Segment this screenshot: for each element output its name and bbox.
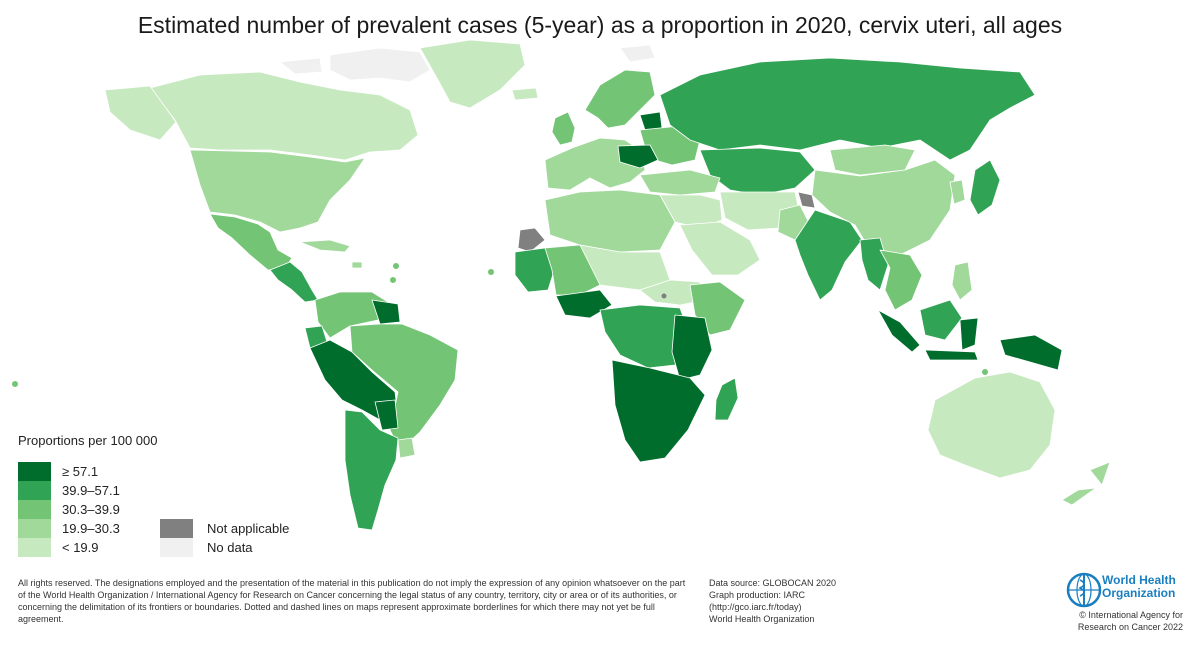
region-uk-ireland bbox=[551, 111, 576, 146]
legend-swatch-class-2 bbox=[18, 481, 51, 500]
island-marker bbox=[982, 369, 988, 375]
who-wordmark: World Health Organization bbox=[1102, 574, 1176, 600]
region-canada bbox=[149, 71, 419, 161]
island-marker bbox=[393, 263, 399, 269]
legend-label-class-4: 19.9–30.3 bbox=[62, 521, 120, 536]
legend-title: Proportions per 100 000 bbox=[18, 433, 158, 448]
legend-swatch-class-4 bbox=[18, 519, 51, 538]
region-svalbard bbox=[619, 44, 656, 63]
who-wordmark-line: Organization bbox=[1102, 586, 1176, 600]
copyright-block: © International Agency for Research on C… bbox=[1040, 609, 1183, 633]
region-paraguay bbox=[374, 399, 399, 431]
region-madagascar bbox=[714, 377, 739, 421]
source-organization-line: World Health Organization bbox=[709, 614, 815, 624]
region-central-asia bbox=[699, 147, 816, 196]
island-marker bbox=[488, 269, 494, 275]
region-arabia bbox=[679, 221, 761, 276]
region-brazil bbox=[349, 323, 459, 451]
region-philippines bbox=[951, 261, 973, 301]
region-indonesia bbox=[877, 309, 979, 361]
data-source-block: Data source: GLOBOCAN 2020 Graph product… bbox=[709, 577, 909, 625]
region-china bbox=[811, 159, 956, 256]
region-romania bbox=[617, 144, 659, 169]
region-central-america bbox=[269, 261, 319, 303]
legend: Proportions per 100 000 ≥ 57.1 39.9–57.1… bbox=[18, 433, 338, 563]
region-guianas bbox=[371, 299, 401, 325]
source-url-link[interactable]: (http://gco.iarc.fr/today) bbox=[709, 602, 802, 612]
legend-label-not-applicable: Not applicable bbox=[207, 521, 290, 536]
legend-swatch-class-3 bbox=[18, 500, 51, 519]
region-east-africa bbox=[671, 314, 713, 381]
region-alaska bbox=[104, 85, 177, 141]
who-emblem-icon bbox=[1066, 572, 1102, 608]
legend-label-no-data: No data bbox=[207, 540, 253, 555]
region-kashmir bbox=[797, 191, 816, 209]
region-usa bbox=[189, 149, 366, 233]
region-arctic-islands bbox=[279, 47, 431, 83]
region-baltics bbox=[639, 111, 663, 131]
region-russia bbox=[659, 57, 1036, 161]
disclaimer-text: All rights reserved. The designations em… bbox=[18, 578, 686, 624]
region-korea bbox=[949, 179, 966, 205]
island-marker bbox=[12, 381, 18, 387]
region-southern-africa bbox=[611, 359, 706, 463]
region-australia bbox=[927, 371, 1056, 479]
legend-label-class-1: ≥ 57.1 bbox=[62, 464, 99, 479]
region-japan bbox=[969, 159, 1001, 216]
region-new-zealand bbox=[1061, 461, 1111, 506]
region-western-sahara bbox=[517, 227, 546, 253]
legend-swatch-no-data bbox=[160, 538, 193, 557]
region-turkey-caucasus bbox=[639, 169, 721, 196]
copyright-line: Research on Cancer 2022 bbox=[1077, 622, 1183, 632]
graph-production-line: Graph production: IARC bbox=[709, 590, 806, 600]
region-caribbean bbox=[299, 239, 363, 269]
map-title: Estimated number of prevalent cases (5-y… bbox=[137, 12, 1063, 38]
legend-swatch-class-1 bbox=[18, 462, 51, 481]
legend-label-class-3: 30.3–39.9 bbox=[62, 502, 120, 517]
world-choropleth-map bbox=[12, 40, 1111, 531]
region-uruguay bbox=[397, 437, 416, 459]
region-scandinavia bbox=[584, 69, 656, 129]
region-new-guinea bbox=[999, 334, 1063, 371]
legend-label-class-5: < 19.9 bbox=[62, 540, 99, 555]
region-north-africa bbox=[544, 189, 676, 253]
legend-swatch-class-5 bbox=[18, 538, 51, 557]
data-source-line: Data source: GLOBOCAN 2020 bbox=[709, 578, 837, 588]
region-greenland bbox=[419, 40, 526, 109]
region-india bbox=[794, 209, 863, 301]
legend-label-class-2: 39.9–57.1 bbox=[62, 483, 120, 498]
region-borneo bbox=[919, 299, 963, 341]
region-iceland bbox=[511, 87, 539, 101]
who-wordmark-line: World Health bbox=[1102, 573, 1176, 587]
region-argentina-chile bbox=[344, 409, 399, 531]
region-thailand-indochina bbox=[879, 249, 923, 311]
legend-swatch-not-applicable bbox=[160, 519, 193, 538]
island-marker bbox=[661, 293, 667, 299]
region-central-africa bbox=[599, 304, 691, 369]
island-marker bbox=[390, 277, 396, 283]
small-island-markers bbox=[12, 263, 988, 387]
copyright-line: © International Agency for bbox=[1079, 610, 1183, 620]
